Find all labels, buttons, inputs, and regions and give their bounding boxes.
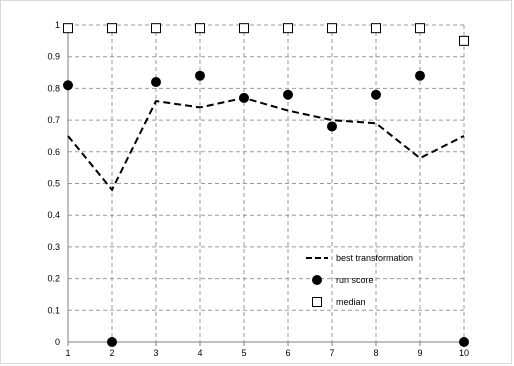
legend: best transformation run score median	[306, 253, 413, 307]
x-tick-label: 6	[285, 348, 290, 358]
legend-item-run-score: run score	[312, 275, 374, 285]
run-score-point	[151, 77, 161, 88]
x-tick-label: 2	[109, 348, 114, 358]
y-tick-label: 0.1	[47, 305, 60, 315]
y-tick-label: 0.6	[47, 147, 60, 157]
y-tick-label: 0.7	[47, 115, 60, 125]
legend-label: run score	[336, 275, 374, 285]
run-score-point	[459, 337, 469, 347]
series-layer	[63, 23, 469, 347]
y-tick-label: 0.2	[47, 274, 60, 284]
legend-item-median: median	[312, 297, 366, 307]
run-score-point	[239, 92, 249, 103]
run-score-point	[195, 70, 205, 81]
median-point	[239, 23, 249, 34]
median-point	[195, 23, 205, 34]
axes	[67, 25, 465, 346]
y-tick-label: 0.4	[47, 210, 60, 220]
median-point	[371, 23, 381, 34]
y-tick-label: 0.8	[47, 83, 60, 93]
x-tick-label: 10	[459, 348, 469, 358]
x-tick-label: 5	[241, 348, 246, 358]
y-tick-label: 0	[55, 337, 60, 347]
median-point	[63, 23, 73, 34]
median-point	[151, 23, 161, 34]
median-point	[327, 23, 337, 34]
median-point	[283, 23, 293, 34]
x-tick-label: 4	[197, 348, 202, 358]
run-score-point	[371, 89, 381, 100]
tick-labels: 0 0.1 0.2 0.3 0.4 0.5 0.6 0.7 0.8 0.9 1 1 2 3 4 5 6 7 8 9 10	[47, 20, 469, 358]
y-tick-label: 0.9	[47, 52, 60, 62]
x-tick-label: 9	[417, 348, 422, 358]
run-score-point	[107, 337, 117, 347]
legend-label: median	[336, 297, 366, 307]
x-tick-label: 3	[153, 348, 158, 358]
median-point	[107, 23, 117, 34]
series-line-best-transformation	[67, 96, 465, 192]
legend-label: best transformation	[336, 253, 413, 263]
run-score-point	[63, 80, 73, 91]
median-point	[459, 35, 469, 46]
y-tick-label: 0.3	[47, 242, 60, 252]
x-tick-label: 1	[65, 348, 70, 358]
grid	[68, 24, 465, 342]
legend-swatch-square	[312, 297, 322, 307]
x-tick-label: 8	[373, 348, 378, 358]
run-score-point	[283, 89, 293, 100]
legend-item-best-transformation: best transformation	[306, 253, 413, 263]
y-tick-label: 0.5	[47, 179, 60, 189]
median-point	[415, 23, 425, 34]
run-score-point	[327, 121, 337, 132]
x-tick-label: 7	[329, 348, 334, 358]
legend-swatch-circle	[312, 275, 322, 285]
y-tick-label: 1	[55, 20, 60, 30]
run-score-point	[415, 70, 425, 81]
